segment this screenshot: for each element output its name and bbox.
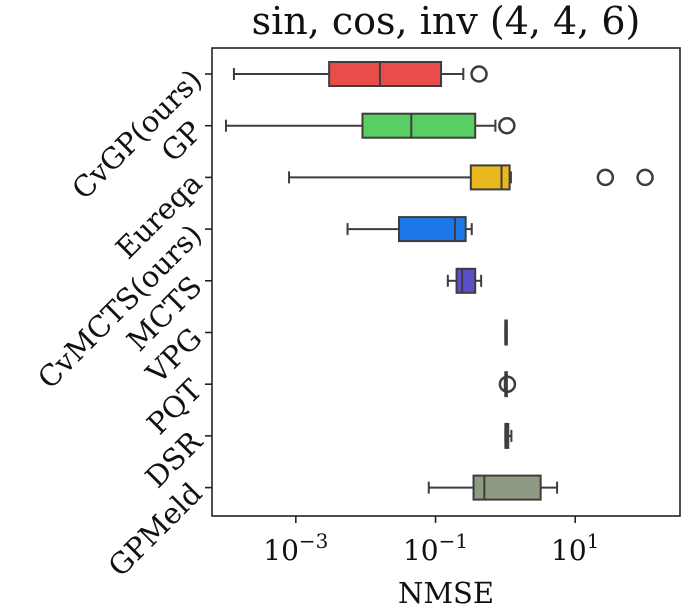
axes-layer: CvGP(ours)GPEureqaCvMCTS(ours)MCTSVPGPQT… xyxy=(31,63,599,584)
box-gp xyxy=(361,112,477,139)
outlier-pqt-1 xyxy=(498,375,517,393)
outlier-cvgp-ours-1 xyxy=(470,65,488,83)
plot-area-frame xyxy=(211,47,681,517)
x-tick-label-2: 10−1 xyxy=(403,529,468,567)
chart-title: sin, cos, inv (4, 4, 6) xyxy=(252,0,641,43)
box-cvgp-ours xyxy=(328,61,443,87)
box-eureqa xyxy=(469,164,511,191)
outlier-gp-1 xyxy=(498,116,516,135)
y-tick-label-dsr: DSR xyxy=(139,424,210,495)
y-tick-label-gpmeld: GPMeld xyxy=(102,476,209,583)
outlier-eureqa-1 xyxy=(596,168,615,187)
x-axis-label: NMSE xyxy=(398,576,494,610)
outlier-eureqa-2 xyxy=(636,168,654,187)
box-marks-layer xyxy=(224,61,654,501)
x-tick-label-1: 10−3 xyxy=(263,529,328,567)
x-tick-label-3: 101 xyxy=(551,529,599,567)
y-tick-label-pqt: PQT xyxy=(140,372,209,441)
box-mcts xyxy=(455,267,477,294)
